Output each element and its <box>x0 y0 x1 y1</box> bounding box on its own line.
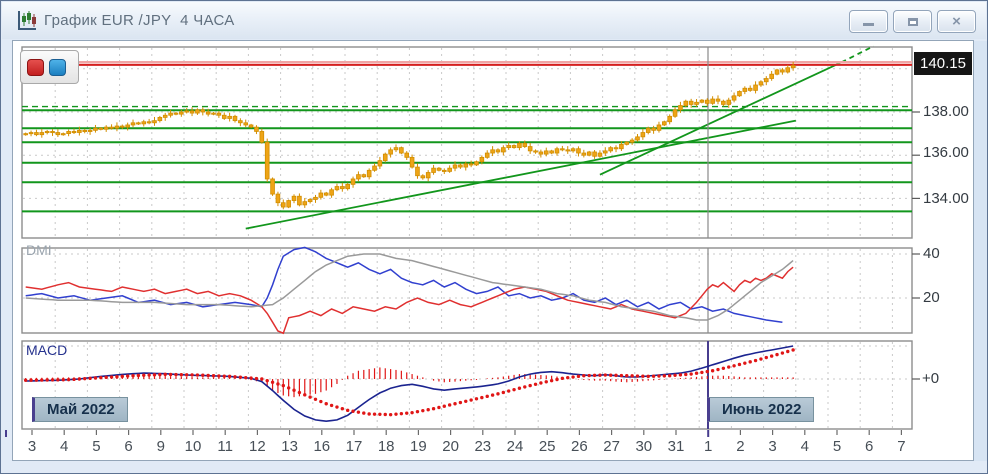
month-badge-june: Июнь 2022 <box>707 397 815 422</box>
red-marker-button[interactable] <box>27 58 44 76</box>
x-axis-label: 24 <box>506 438 524 455</box>
close-button[interactable]: × <box>937 10 976 33</box>
x-axis-label: 19 <box>410 438 427 455</box>
window-title: График EUR /JPY 4 ЧАСА <box>44 12 235 29</box>
red-resistance-line <box>22 61 912 66</box>
x-axis-label: 4 <box>800 438 809 455</box>
minimize-button[interactable] <box>849 10 888 33</box>
minimize-icon <box>863 23 874 26</box>
macd-zero-label: +0 <box>922 370 940 387</box>
vertical-gridlines <box>54 48 893 428</box>
month-badge-may: Май 2022 <box>32 397 128 422</box>
x-axis-label: 31 <box>667 438 685 455</box>
x-axis-label: 12 <box>249 438 266 455</box>
x-axis-label: 3 <box>768 438 777 455</box>
x-axis-label: 25 <box>538 438 556 455</box>
price-tick-136: 136.00 <box>923 144 969 161</box>
x-axis-label: 13 <box>281 438 298 455</box>
price-tick-134: 134.00 <box>923 190 969 207</box>
x-axis-ticks <box>5 430 903 437</box>
candlestick-series <box>23 61 796 210</box>
x-axis: 3 4 5 6 9 10 11 12 13 16 17 18 19 20 23 24 25 26 27 30 31 1 2 3… <box>1 438 987 460</box>
candlestick-chart-icon <box>18 11 36 30</box>
price-tick-138: 138.00 <box>923 103 969 120</box>
x-axis-label: 6 <box>124 438 133 455</box>
x-axis-label: 5 <box>832 438 842 455</box>
dmi-tick-20: 20 <box>923 289 940 306</box>
x-axis-label: 6 <box>865 438 874 455</box>
window-controls: × <box>849 10 976 33</box>
x-axis-label: 26 <box>571 438 588 455</box>
x-axis-label: 16 <box>313 438 331 455</box>
blue-marker-button[interactable] <box>49 58 66 76</box>
current-price-badge: 140.15 <box>914 52 972 75</box>
dmi-panel-label: DMI <box>26 242 52 258</box>
window-padding-strip <box>974 41 987 461</box>
x-axis-label: 9 <box>156 438 165 455</box>
x-axis-label: 5 <box>92 438 101 455</box>
horizontal-gridlines <box>23 68 911 380</box>
x-axis-label: 27 <box>603 438 620 455</box>
chart-toolbar <box>20 50 79 84</box>
x-axis-label: 11 <box>217 438 233 455</box>
x-axis-label: 20 <box>442 438 459 455</box>
x-axis-label: 4 <box>60 438 69 455</box>
x-axis-label: 7 <box>897 438 906 455</box>
restore-icon <box>907 17 918 26</box>
dmi-tick-40: 40 <box>923 245 940 262</box>
dmi-lines <box>25 246 794 335</box>
restore-button[interactable] <box>893 10 932 33</box>
x-axis-label: 30 <box>635 438 653 455</box>
x-axis-label: 1 <box>704 438 713 455</box>
macd-lines <box>23 345 795 423</box>
axis-ticks <box>912 111 920 380</box>
panel-frames <box>21 46 913 430</box>
close-icon: × <box>952 12 961 30</box>
x-axis-label: 23 <box>474 438 492 455</box>
x-axis-label: 18 <box>377 438 395 455</box>
x-axis-label: 10 <box>184 438 202 455</box>
x-axis-label: 2 <box>736 438 745 455</box>
title-bar: График EUR /JPY 4 ЧАСА × <box>2 2 986 39</box>
green-trendlines <box>245 45 875 230</box>
x-axis-label: 17 <box>345 438 363 455</box>
x-axis-label: 3 <box>27 438 37 455</box>
macd-panel-label: MACD <box>26 342 68 358</box>
